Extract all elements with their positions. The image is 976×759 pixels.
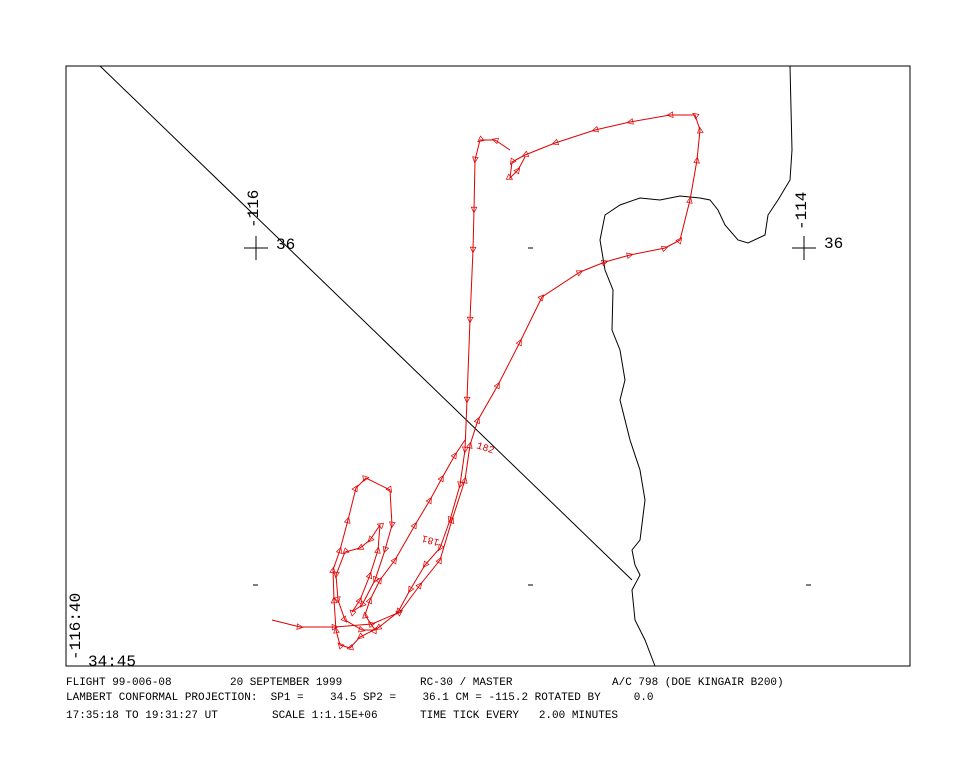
time-marker: 182 <box>475 441 496 457</box>
track-leg-2 <box>333 140 511 648</box>
footer-flight: FLIGHT 99-006-08 <box>66 677 172 689</box>
longitude-label: -116 <box>245 190 263 228</box>
footer-projection: LAMBERT CONFORMAL PROJECTION: SP1 = 34.5… <box>66 692 654 704</box>
state-border <box>599 65 793 667</box>
footer-date: 20 SEPTEMBER 1999 <box>230 677 342 689</box>
footer-time-range: 17:35:18 TO 19:31:27 UT <box>66 710 218 722</box>
map-frame <box>65 65 911 667</box>
latitude-label: 36 <box>824 235 843 253</box>
footer-aircraft: A/C 798 (DOE KINGAIR B200) <box>612 677 784 689</box>
footer-scale: SCALE 1:1.15E+06 <box>272 710 378 722</box>
latitude-label: 36 <box>276 236 295 254</box>
corner-longitude: -116:40 <box>67 593 85 660</box>
boundary-line <box>99 65 633 581</box>
time-marker: 181 <box>421 531 441 546</box>
track-leg-1 <box>271 115 700 627</box>
footer-camera: RC-30 / MASTER <box>420 677 513 689</box>
footer-tick-interval: TIME TICK EVERY 2.00 MINUTES <box>420 710 618 722</box>
flight-track <box>271 115 700 648</box>
longitude-label: -114 <box>793 192 811 230</box>
corner-latitude: 34:45 <box>88 653 136 671</box>
